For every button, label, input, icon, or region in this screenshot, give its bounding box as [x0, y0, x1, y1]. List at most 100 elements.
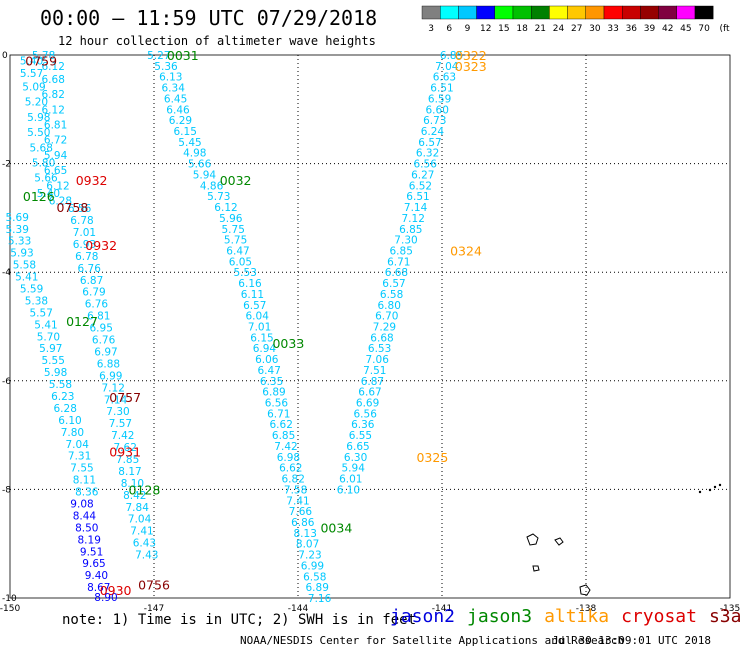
scale-label: 12 — [480, 24, 491, 34]
wave-height-value: 6.34 — [162, 83, 186, 95]
pass-time-label: 0032 — [220, 173, 252, 188]
wave-height-value: 7.12 — [402, 213, 425, 225]
wave-height-value: 5.36 — [154, 61, 178, 73]
wave-height-value: 6.32 — [416, 148, 439, 160]
pass-time-label: 0759 — [25, 53, 57, 68]
pass-time-label: 0323 — [455, 59, 487, 74]
satellite-legend-item: altika — [544, 606, 610, 627]
wave-height-value: 4.98 — [183, 148, 206, 160]
pass-time-label: 0128 — [128, 482, 160, 497]
wave-height-value: 6.43 — [133, 538, 156, 550]
island-dot — [698, 490, 702, 494]
satellite-legend: jason2 jason3 altika cryosat s3a — [390, 606, 740, 627]
wave-height-value: 9.65 — [82, 558, 105, 570]
wave-height-value: 5.39 — [6, 224, 29, 236]
wave-height-value: 7.84 — [126, 502, 150, 514]
wave-height-value: 6.60 — [426, 104, 449, 116]
satellite-legend-item: cryosat — [621, 606, 697, 627]
x-tick-label: -141 — [432, 604, 452, 614]
wave-height-value: 7.12 — [102, 382, 125, 394]
wave-height-value: 6.68 — [370, 332, 393, 344]
pass-time-label: 0756 — [138, 577, 170, 592]
wave-height-value: 5.58 — [13, 260, 36, 272]
pass-time-label: 0325 — [416, 450, 448, 465]
wave-height-value: 6.99 — [301, 560, 324, 572]
wave-height-value: 5.27 — [147, 50, 170, 62]
wave-height-value: 5.57 — [30, 307, 53, 319]
wave-height-value: 5.40 — [37, 188, 60, 200]
wave-height-value: 6.62 — [279, 463, 302, 475]
wave-height-value: 7.62 — [114, 442, 137, 454]
wave-height-value: 6.72 — [44, 135, 67, 147]
wave-height-value: 6.11 — [241, 289, 264, 301]
scale-label: 45 — [680, 24, 691, 34]
wave-height-value: 6.78 — [75, 251, 98, 263]
wave-height-value: 5.66 — [188, 159, 212, 171]
wave-height-value: 5.40 — [20, 55, 43, 67]
wave-height-value: 6.98 — [277, 452, 300, 464]
wave-height-value: 5.55 — [42, 355, 65, 367]
island-outline — [526, 533, 539, 546]
wave-height-value: 6.65 — [44, 165, 67, 177]
wave-height-value: 7.14 — [404, 202, 428, 214]
pass-time-label: 0034 — [320, 520, 352, 535]
wave-height-value: 6.95 — [90, 323, 113, 335]
wave-height-value: 6.28 — [54, 403, 77, 415]
wave-height-value: 6.56 — [68, 203, 92, 215]
wave-height-value: 6.80 — [378, 300, 401, 312]
wave-height-value: 6.15 — [250, 332, 273, 344]
wave-height-value: 6.10 — [337, 484, 360, 496]
wave-height-value: 6.28 — [49, 196, 72, 208]
page-title: 00:00 – 11:59 UTC 07/29/2018 — [40, 6, 378, 30]
wave-height-value: 6.53 — [368, 343, 391, 355]
wave-height-value: 6.47 — [258, 365, 281, 377]
wave-height-value: 6.85 — [399, 224, 422, 236]
wave-height-value: 6.52 — [409, 180, 432, 192]
wave-height-value: 6.29 — [169, 115, 192, 127]
wave-height-value: 6.45 — [164, 93, 187, 105]
wave-height-value: 7.06 — [366, 354, 390, 366]
wave-height-value: 6.81 — [44, 120, 67, 132]
wave-height-value: 8.44 — [73, 510, 97, 522]
wave-height-value: 8.42 — [123, 490, 146, 502]
wave-height-value: 5.20 — [25, 97, 48, 109]
wave-height-value: 4.86 — [200, 180, 224, 192]
wave-height-value: 6.13 — [159, 72, 182, 84]
wave-height-value: 6.89 — [306, 582, 329, 594]
wave-height-value: 6.59 — [428, 93, 451, 105]
wave-height-value: 7.41 — [130, 526, 153, 538]
wave-height-value: 5.94 — [342, 463, 366, 475]
scale-label: (ft) — [720, 24, 730, 34]
wave-height-value: 6.81 — [87, 311, 110, 323]
wave-height-value: 6.85 — [272, 430, 295, 442]
wave-height-value: 6.71 — [387, 256, 410, 268]
wave-height-value: 8.17 — [118, 466, 141, 478]
satellite-legend-item: jason2 — [390, 606, 456, 627]
wave-height-value: 6.24 — [421, 126, 445, 138]
wave-height-value: 8.50 — [75, 522, 98, 534]
wave-height-value: 7.29 — [373, 322, 396, 334]
wave-height-value: 6.51 — [406, 191, 429, 203]
wave-height-value: 5.73 — [207, 191, 230, 203]
wave-height-value: 7.43 — [135, 550, 158, 562]
wave-height-value: 8.10 — [121, 478, 144, 490]
wave-height-value: 6.16 — [238, 278, 262, 290]
wave-height-value: 6.36 — [351, 419, 375, 431]
pass-time-label: 0757 — [109, 390, 141, 405]
wave-height-value: 5.69 — [6, 212, 29, 224]
wave-height-value: 5.41 — [34, 319, 57, 331]
pass-time-label: 0932 — [76, 173, 108, 188]
wave-height-value: 7.04 — [128, 514, 152, 526]
wave-height-value: 6.97 — [94, 346, 117, 358]
wave-height-value: 5.94 — [44, 150, 68, 162]
wave-height-value: 6.67 — [358, 387, 381, 399]
scale-label: 39 — [644, 24, 656, 34]
wave-height-value: 6.46 — [166, 104, 190, 116]
wave-height-value: 6.87 — [361, 376, 384, 388]
plot-frame — [9, 54, 731, 599]
page-subtitle: 12 hour collection of altimeter wave hei… — [58, 34, 376, 48]
wave-height-value: 8.13 — [294, 528, 317, 540]
scale-label: 3 — [428, 24, 434, 34]
wave-height-value: 5.98 — [27, 112, 50, 124]
